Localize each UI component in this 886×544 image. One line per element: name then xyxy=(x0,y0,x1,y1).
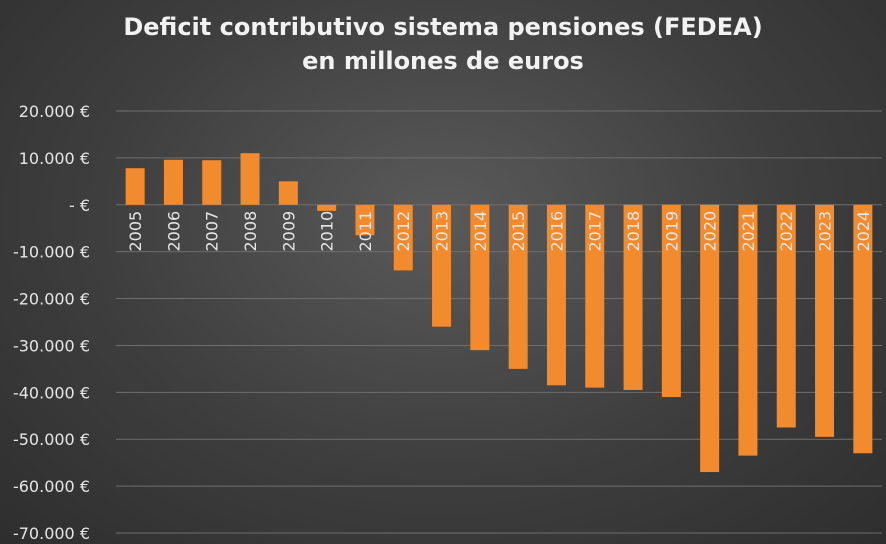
x-tick-label: 2012 xyxy=(394,211,413,252)
bar xyxy=(317,204,337,211)
bar xyxy=(202,160,222,205)
x-tick-label: 2018 xyxy=(624,211,643,252)
bar xyxy=(623,204,643,390)
x-tick-label: 2014 xyxy=(471,211,490,252)
bar xyxy=(853,204,873,454)
bar xyxy=(815,204,835,437)
bar xyxy=(163,159,183,205)
x-tick-label: 2015 xyxy=(509,211,528,252)
x-tick-label: 2020 xyxy=(701,211,720,252)
x-tick-label: 2005 xyxy=(126,211,145,252)
bar xyxy=(661,204,681,398)
x-tick-label: 2013 xyxy=(433,211,452,252)
y-tick-label: 20.000 € xyxy=(19,102,90,121)
x-tick-label: 2011 xyxy=(356,211,375,252)
y-tick-label: -30.000 € xyxy=(13,336,90,355)
bar xyxy=(585,204,605,388)
bar xyxy=(738,204,758,456)
x-tick-label: 2010 xyxy=(318,211,337,252)
y-tick-label: -50.000 € xyxy=(13,430,90,449)
x-tick-label: 2021 xyxy=(739,211,758,252)
x-tick-label: 2019 xyxy=(662,211,681,252)
x-tick-label: 2007 xyxy=(203,211,222,252)
x-tick-label: 2023 xyxy=(816,211,835,252)
chart-title: Deficit contributivo sistema pensiones (… xyxy=(0,10,886,78)
bar xyxy=(240,153,260,205)
y-tick-label: -20.000 € xyxy=(13,290,90,309)
y-tick-label: -10.000 € xyxy=(13,243,90,262)
x-tick-label: 2022 xyxy=(777,211,796,252)
bar xyxy=(393,204,413,271)
x-tick-label: 2017 xyxy=(586,211,605,252)
y-tick-label: - € xyxy=(69,196,90,215)
y-tick-label: 10.000 € xyxy=(19,149,90,168)
y-tick-label: -70.000 € xyxy=(13,524,90,543)
x-tick-label: 2016 xyxy=(547,211,566,252)
bar xyxy=(700,204,720,473)
y-tick-label: -40.000 € xyxy=(13,383,90,402)
chart-title-line1: Deficit contributivo sistema pensiones (… xyxy=(123,13,763,41)
bar xyxy=(432,204,452,327)
bar xyxy=(470,204,490,351)
y-tick-label: -60.000 € xyxy=(13,477,90,496)
x-tick-label: 2008 xyxy=(241,211,260,252)
bar xyxy=(125,168,145,205)
bar xyxy=(508,204,528,369)
bar xyxy=(278,181,298,205)
bar xyxy=(776,204,796,428)
x-tick-label: 2006 xyxy=(164,211,183,252)
chart-title-line2: en millones de euros xyxy=(302,47,584,75)
x-tick-label: 2024 xyxy=(854,211,873,252)
bar xyxy=(546,204,566,386)
bar xyxy=(355,204,375,236)
x-tick-label: 2009 xyxy=(279,211,298,252)
